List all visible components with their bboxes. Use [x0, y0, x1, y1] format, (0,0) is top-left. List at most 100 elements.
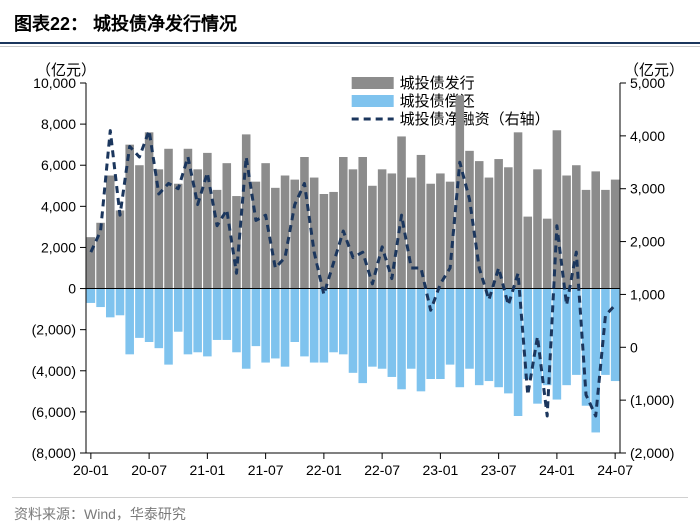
repay-bar: [446, 289, 455, 365]
repay-bar: [116, 289, 125, 316]
repay-bar: [232, 289, 241, 353]
svg-text:0: 0: [68, 281, 76, 297]
svg-text:(6,000): (6,000): [32, 404, 76, 420]
repay-bar: [368, 289, 377, 367]
repay-bar: [203, 289, 212, 357]
issue-bar: [601, 190, 610, 289]
svg-text:(8,000): (8,000): [32, 445, 76, 461]
issue-bar: [135, 165, 144, 288]
repay-bar: [145, 289, 154, 342]
repay-bar: [213, 289, 222, 340]
repay-bar: [436, 289, 445, 379]
issue-bar: [164, 149, 173, 289]
svg-text:(1,000): (1,000): [630, 392, 674, 408]
repay-bar: [494, 289, 503, 388]
issue-bar: [572, 165, 581, 288]
svg-text:6,000: 6,000: [41, 157, 76, 173]
repay-bar: [184, 289, 193, 355]
issue-bar: [349, 169, 358, 288]
chart-svg: （亿元）（亿元）城投债发行城投债偿还城投债净融资（右轴）(8,000)(6,00…: [0, 53, 700, 493]
chart-area: （亿元）（亿元）城投债发行城投债偿还城投债净融资（右轴）(8,000)(6,00…: [0, 53, 700, 493]
issue-bar: [96, 223, 105, 289]
svg-text:22-01: 22-01: [306, 462, 342, 478]
issue-bar: [87, 237, 96, 288]
repay-bar: [329, 289, 338, 353]
svg-text:4,000: 4,000: [41, 198, 76, 214]
svg-text:24-01: 24-01: [539, 462, 575, 478]
issue-bar: [523, 217, 532, 289]
title-rule-thin: [0, 46, 700, 47]
repay-bar: [485, 289, 494, 382]
repay-bar: [164, 289, 173, 365]
repay-bar: [591, 289, 600, 433]
issue-bar: [281, 176, 290, 289]
repay-bar: [281, 289, 290, 367]
repay-bar: [300, 289, 309, 357]
figure-container: 图表22： 城投债净发行情况 （亿元）（亿元）城投债发行城投债偿还城投债净融资（…: [0, 0, 700, 529]
svg-text:0: 0: [630, 339, 638, 355]
issue-bar: [426, 184, 435, 289]
repay-bar: [611, 289, 620, 382]
svg-text:1,000: 1,000: [630, 286, 665, 302]
issue-bar: [300, 157, 309, 289]
issue-bar: [553, 130, 562, 288]
svg-text:2,000: 2,000: [41, 239, 76, 255]
repay-bar: [290, 289, 299, 342]
svg-text:20-07: 20-07: [131, 462, 167, 478]
svg-text:22-07: 22-07: [364, 462, 400, 478]
repay-bar: [174, 289, 183, 332]
svg-text:(2,000): (2,000): [32, 322, 76, 338]
svg-text:3,000: 3,000: [630, 181, 665, 197]
repay-bar: [378, 289, 387, 369]
svg-text:21-01: 21-01: [189, 462, 225, 478]
repay-bar: [242, 289, 251, 369]
repay-bar: [310, 289, 319, 363]
issue-bar: [543, 219, 552, 289]
repay-bar: [223, 289, 232, 340]
svg-text:23-01: 23-01: [422, 462, 458, 478]
issue-bar: [397, 136, 406, 288]
figure-title: 图表22： 城投债净发行情况: [0, 0, 700, 42]
repay-bar: [271, 289, 280, 359]
issue-bar: [456, 95, 465, 288]
svg-text:8,000: 8,000: [41, 116, 76, 132]
repay-bar: [456, 289, 465, 388]
repay-bar: [155, 289, 164, 349]
repay-bar: [553, 289, 562, 400]
issue-bar: [116, 210, 125, 288]
svg-text:10,000: 10,000: [33, 75, 76, 91]
repay-bar: [407, 289, 416, 369]
issue-bar: [407, 178, 416, 289]
repay-bar: [96, 289, 105, 308]
figure-source: 资料来源：Wind，华泰研究: [0, 498, 700, 524]
issue-bar: [611, 180, 620, 289]
title-rule: [0, 42, 700, 44]
repay-bar: [106, 289, 115, 318]
repay-bar: [397, 289, 406, 390]
repay-bar: [252, 289, 261, 347]
svg-text:城投债净融资（右轴）: 城投债净融资（右轴）: [400, 111, 550, 128]
svg-text:5,000: 5,000: [630, 75, 665, 91]
issue-bar: [485, 178, 494, 289]
issue-bar: [358, 157, 367, 289]
issue-bar: [504, 167, 513, 288]
issue-bar: [591, 171, 600, 288]
issue-bar: [203, 153, 212, 289]
svg-text:20-01: 20-01: [73, 462, 109, 478]
svg-text:21-07: 21-07: [248, 462, 284, 478]
issue-bar: [320, 194, 329, 289]
issue-bar: [174, 184, 183, 289]
repay-bar: [261, 289, 270, 363]
issue-bar: [145, 132, 154, 288]
issue-bar: [242, 134, 251, 288]
repay-bar: [475, 289, 484, 386]
issue-bar: [514, 132, 523, 288]
repay-bar: [417, 289, 426, 392]
issue-bar: [378, 169, 387, 288]
issue-bar: [339, 157, 348, 289]
repay-bar: [135, 289, 144, 338]
repay-bar: [465, 289, 474, 369]
svg-text:(4,000): (4,000): [32, 363, 76, 379]
svg-text:23-07: 23-07: [481, 462, 517, 478]
issue-bar: [271, 188, 280, 289]
